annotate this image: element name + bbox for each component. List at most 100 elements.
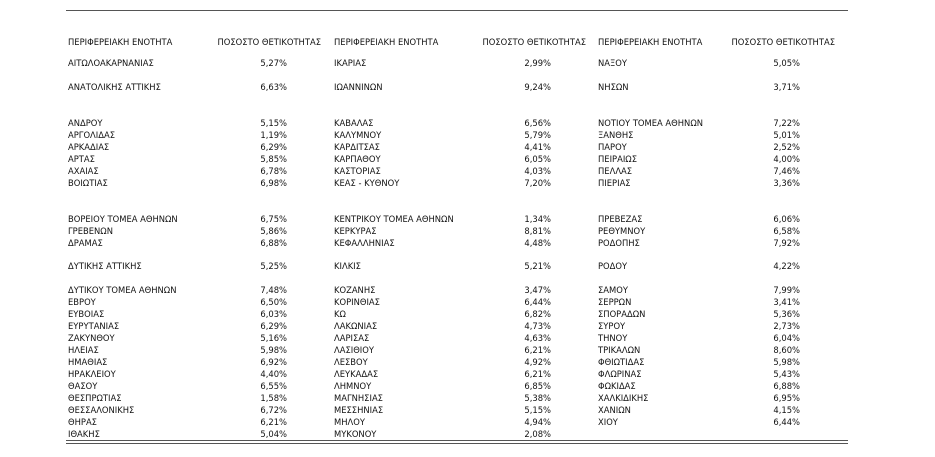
positivity-rate: 5,85% <box>260 154 287 164</box>
region-name: ΡΟΔΟΥ <box>598 261 628 271</box>
region-name: ΝΟΤΙΟΥ ΤΟΜΕΑ ΑΘΗΝΩΝ <box>598 118 703 128</box>
region-name: ΚΟΖΑΝΗΣ <box>334 285 376 295</box>
region-name: ΕΥΒΟΙΑΣ <box>68 309 105 319</box>
region-name: ΑΡΤΑΣ <box>68 154 95 164</box>
region-name: ΘΕΣΣΑΛΟΝΙΚΗΣ <box>68 405 135 415</box>
region-name: ΜΕΣΣΗΝΙΑΣ <box>334 405 384 415</box>
region-name: ΑΡΓΟΛΙΔΑΣ <box>68 130 115 140</box>
region-name: ΚΕΦΑΛΛΗΝΙΑΣ <box>334 238 395 248</box>
region-name: ΓΡΕΒΕΝΩΝ <box>68 226 113 236</box>
header-cell: ΠΟΣΟΣΤΟ ΘΕΤΙΚΟΤΗΤΑΣ <box>217 37 321 47</box>
region-name: ΧΙΟΥ <box>598 417 618 427</box>
positivity-rate: 6,72% <box>260 405 287 415</box>
region-name: ΕΥΡΥΤΑΝΙΑΣ <box>68 321 120 331</box>
region-name: ΑΙΤΩΛΟΑΚΑΡΝΑΝΙΑΣ <box>68 58 154 68</box>
region-name: ΣΥΡΟΥ <box>598 321 626 331</box>
region-name: ΛΑΣΙΘΙΟΥ <box>334 345 374 355</box>
region-name: ΙΩΑΝΝΙΝΩΝ <box>334 82 383 92</box>
positivity-rate: 5,98% <box>773 357 800 367</box>
positivity-rate: 7,92% <box>773 238 800 248</box>
region-name: ΒΟΙΩΤΙΑΣ <box>68 178 108 188</box>
positivity-rate: 7,20% <box>524 178 551 188</box>
positivity-rate: 4,73% <box>524 321 551 331</box>
positivity-rate: 3,41% <box>773 297 800 307</box>
positivity-rate: 6,04% <box>773 333 800 343</box>
positivity-rate: 3,47% <box>524 285 551 295</box>
positivity-rate: 5,86% <box>260 226 287 236</box>
positivity-rate: 5,15% <box>524 405 551 415</box>
positivity-rate: 5,43% <box>773 369 800 379</box>
positivity-rate: 2,52% <box>773 142 800 152</box>
positivity-rate: 6,50% <box>260 297 287 307</box>
region-name: ΞΑΝΘΗΣ <box>598 130 634 140</box>
region-name: ΛΗΜΝΟΥ <box>334 381 372 391</box>
region-name: ΤΡΙΚΑΛΩΝ <box>598 345 641 355</box>
region-name: ΗΜΑΘΙΑΣ <box>68 357 108 367</box>
positivity-rate: 6,29% <box>260 142 287 152</box>
positivity-rate: 7,99% <box>773 285 800 295</box>
region-name: ΛΕΣΒΟΥ <box>334 357 368 367</box>
positivity-rate: 5,27% <box>260 58 287 68</box>
region-name: ΝΗΣΩΝ <box>598 82 629 92</box>
positivity-rate: 5,25% <box>260 261 287 271</box>
header-cell: ΠΕΡΙΦΕΡΕΙΑΚΗ ΕΝΟΤΗΤΑ <box>598 37 703 47</box>
positivity-rate: 6,06% <box>773 214 800 224</box>
positivity-rate: 7,48% <box>260 285 287 295</box>
region-name: ΗΡΑΚΛΕΙΟΥ <box>68 369 116 379</box>
region-name: ΚΑΣΤΟΡΙΑΣ <box>334 166 381 176</box>
positivity-rate: 6,55% <box>260 381 287 391</box>
region-name: ΡΕΘΥΜΝΟΥ <box>598 226 646 236</box>
positivity-rate: 2,08% <box>524 429 551 439</box>
region-name: ΝΑΞΟΥ <box>598 58 627 68</box>
positivity-rate: 4,00% <box>773 154 800 164</box>
positivity-rate: 6,03% <box>260 309 287 319</box>
positivity-rate: 6,75% <box>260 214 287 224</box>
positivity-rate: 5,98% <box>260 345 287 355</box>
bottom-rule <box>66 440 848 441</box>
positivity-rate: 6,21% <box>524 369 551 379</box>
region-name: ΑΡΚΑΔΙΑΣ <box>68 142 110 152</box>
region-name: ΜΑΓΝΗΣΙΑΣ <box>334 393 383 403</box>
region-name: ΑΝΑΤΟΛΙΚΗΣ ΑΤΤΙΚΗΣ <box>68 82 161 92</box>
region-name: ΚΑΛΥΜΝΟΥ <box>334 130 382 140</box>
positivity-rate: 4,40% <box>260 369 287 379</box>
positivity-rate: 5,04% <box>260 429 287 439</box>
region-name: ΕΒΡΟΥ <box>68 297 96 307</box>
positivity-rate: 5,16% <box>260 333 287 343</box>
positivity-rate: 5,36% <box>773 309 800 319</box>
region-name: ΠΕΙΡΑΙΩΣ <box>598 154 638 164</box>
region-name: ΚΑΡΔΙΤΣΑΣ <box>334 142 380 152</box>
region-name: ΚΑΡΠΑΘΟΥ <box>334 154 381 164</box>
positivity-rate: 4,22% <box>773 261 800 271</box>
positivity-rate: 4,48% <box>524 238 551 248</box>
header-cell: ΠΕΡΙΦΕΡΕΙΑΚΗ ΕΝΟΤΗΤΑ <box>334 37 439 47</box>
region-name: ΦΛΩΡΙΝΑΣ <box>598 369 642 379</box>
region-name: ΚΕΑΣ - ΚΥΘΝΟΥ <box>334 178 400 188</box>
positivity-rate: 6,44% <box>773 417 800 427</box>
region-name: ΜΥΚΟΝΟΥ <box>334 429 377 439</box>
region-name: ΒΟΡΕΙΟΥ ΤΟΜΕΑ ΑΘΗΝΩΝ <box>68 214 178 224</box>
positivity-rate: 1,34% <box>524 214 551 224</box>
region-name: ΖΑΚΥΝΘΟΥ <box>68 333 115 343</box>
region-name: ΚΟΡΙΝΘΙΑΣ <box>334 297 380 307</box>
positivity-rate: 6,88% <box>773 381 800 391</box>
region-name: ΚΕΡΚΥΡΑΣ <box>334 226 377 236</box>
positivity-rate: 9,24% <box>524 82 551 92</box>
top-rule <box>66 10 848 11</box>
region-name: ΛΕΥΚΑΔΑΣ <box>334 369 379 379</box>
positivity-rate: 1,19% <box>260 130 287 140</box>
region-name: ΛΑΡΙΣΑΣ <box>334 333 370 343</box>
positivity-rate: 6,85% <box>524 381 551 391</box>
region-name: ΙΚΑΡΙΑΣ <box>334 58 367 68</box>
region-name: ΘΕΣΠΡΩΤΙΑΣ <box>68 393 122 403</box>
region-name: ΙΘΑΚΗΣ <box>68 429 100 439</box>
positivity-rate: 6,44% <box>524 297 551 307</box>
positivity-rate: 6,05% <box>524 154 551 164</box>
positivity-rate: 6,98% <box>260 178 287 188</box>
region-name: ΡΟΔΟΠΗΣ <box>598 238 640 248</box>
positivity-rate: 2,73% <box>773 321 800 331</box>
positivity-rate: 6,58% <box>773 226 800 236</box>
region-name: ΣΠΟΡΑΔΩΝ <box>598 309 646 319</box>
positivity-rate: 7,22% <box>773 118 800 128</box>
